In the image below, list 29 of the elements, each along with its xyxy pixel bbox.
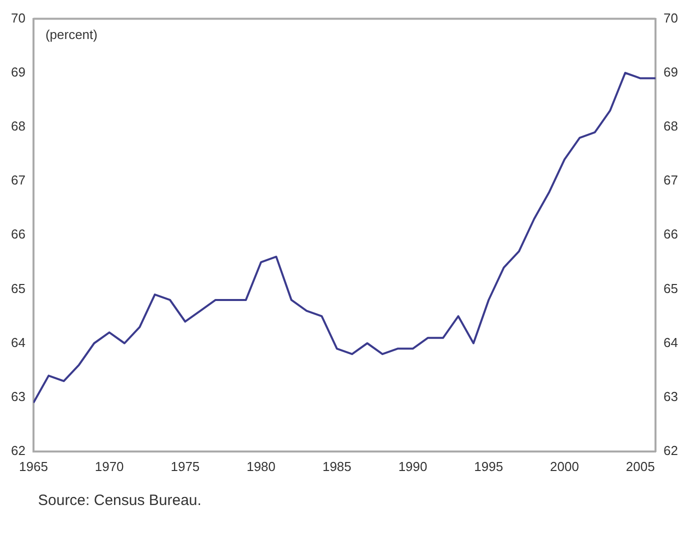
y-tick-label: 65 — [10, 280, 26, 296]
x-tick-label: 1975 — [170, 458, 200, 474]
y-tick-label: 68 — [10, 118, 26, 134]
x-tick-label: 1980 — [246, 458, 276, 474]
y-tick-label: 69 — [10, 64, 26, 80]
x-tick-label: 1965 — [19, 458, 48, 474]
y-axis-title: (percent) — [45, 26, 98, 42]
y2-tick-label: 67 — [664, 172, 678, 188]
y2-tick-label: 70 — [664, 10, 678, 26]
y2-tick-label: 62 — [664, 442, 678, 458]
y2-tick-label: 63 — [664, 388, 678, 404]
y-tick-label: 66 — [10, 226, 26, 242]
y-tick-label: 63 — [10, 388, 26, 404]
x-tick-label: 1995 — [474, 458, 504, 474]
y2-tick-label: 65 — [664, 280, 678, 296]
y-tick-label: 64 — [10, 334, 26, 350]
x-tick-label: 1990 — [398, 458, 428, 474]
y-tick-label: 67 — [10, 172, 26, 188]
y2-tick-label: 69 — [664, 64, 678, 80]
source-note: Source: Census Bureau. — [38, 492, 202, 509]
x-tick-label: 2005 — [626, 458, 655, 474]
y2-tick-label: 68 — [664, 118, 678, 134]
x-tick-label: 2000 — [550, 458, 579, 474]
x-tick-label: 1970 — [94, 458, 124, 474]
x-tick-label: 1985 — [322, 458, 352, 474]
y2-tick-label: 66 — [664, 226, 678, 242]
y-tick-label: 70 — [10, 10, 26, 26]
y-tick-label: 62 — [10, 442, 26, 458]
y2-tick-label: 64 — [664, 334, 678, 350]
